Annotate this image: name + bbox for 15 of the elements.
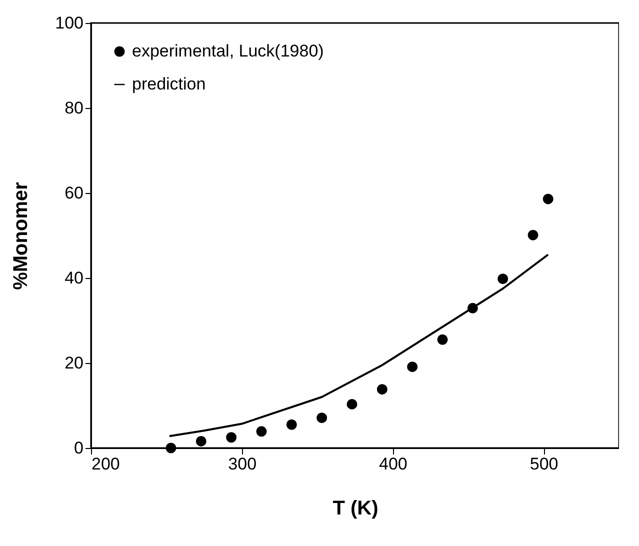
- y-tick-label: 0: [74, 438, 84, 458]
- y-tick-label: 100: [55, 14, 84, 32]
- y-tick-label: 40: [64, 268, 84, 288]
- legend-label: experimental, Luck(1980): [132, 42, 324, 60]
- y-tick-label: 20: [64, 354, 84, 372]
- x-tick-label: 500: [530, 454, 558, 474]
- x-tick-label: 200: [92, 454, 120, 474]
- x-tick-label: 300: [228, 454, 257, 474]
- y-tick-label: 60: [64, 184, 84, 202]
- y-tick-label: 80: [64, 98, 84, 118]
- line-series: [168, 254, 550, 438]
- y-axis-title: %Monomer: [10, 182, 32, 290]
- x-axis-title: T (K): [332, 498, 378, 520]
- legend-label: prediction: [132, 74, 206, 94]
- x-tick-label: 400: [379, 454, 408, 474]
